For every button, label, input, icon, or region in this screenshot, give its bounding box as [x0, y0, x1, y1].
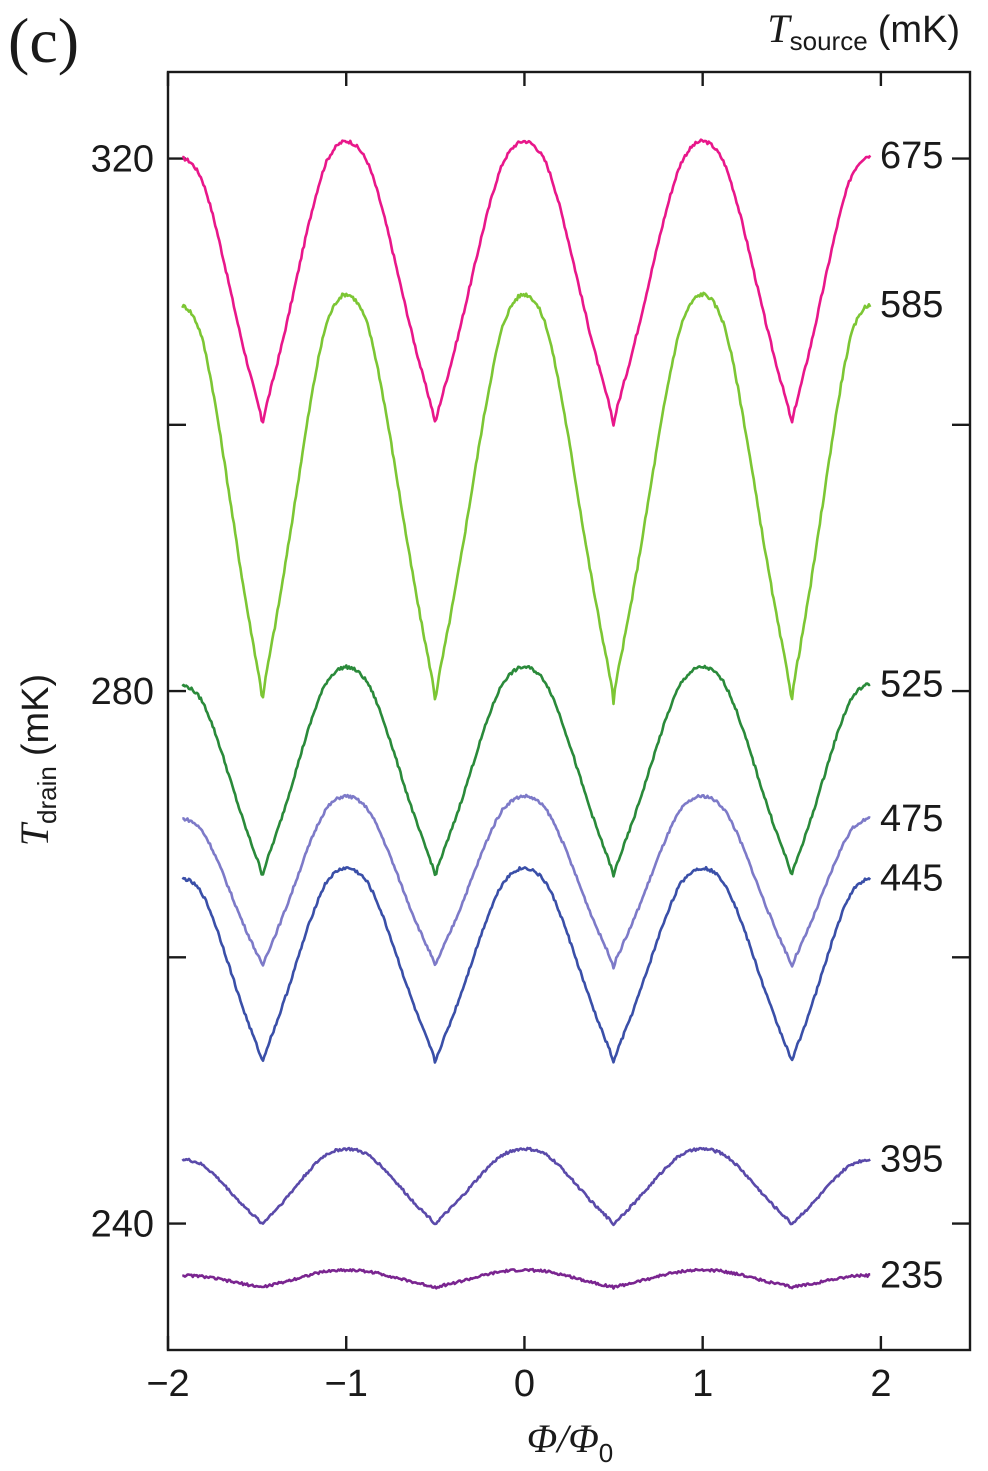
x-label-numerator: Φ: [527, 1416, 557, 1461]
x-tick-label: 1: [692, 1363, 713, 1405]
series-line-395: [181, 1146, 871, 1227]
series-label-445: 445: [880, 858, 943, 900]
series-line-235: [182, 1267, 871, 1290]
series-label-585: 585: [880, 284, 943, 326]
series-label-475: 475: [880, 798, 943, 840]
series-label-235: 235: [880, 1254, 943, 1296]
x-tick-label: −1: [325, 1363, 368, 1405]
plot-frame: [166, 70, 972, 1352]
y-label-sub: drain: [32, 766, 62, 824]
series-label-675: 675: [880, 135, 943, 177]
y-tick-label: 280: [91, 671, 154, 713]
right-title-symbol: T: [767, 6, 792, 51]
x-label-denominator-sub: 0: [599, 1438, 613, 1468]
x-tick-label: −2: [146, 1363, 189, 1405]
x-tick-label: 0: [514, 1363, 535, 1405]
right-title-unit: (mK): [878, 9, 960, 51]
series-line-525: [181, 664, 871, 878]
y-label-symbol: T: [12, 821, 57, 846]
series-line-675: [182, 138, 872, 427]
x-axis-label: Φ/Φ0: [527, 1416, 614, 1468]
x-tick-label: 2: [870, 1363, 891, 1405]
y-tick-label: 320: [91, 139, 154, 181]
panel-label: (c): [8, 5, 79, 76]
y-label-unit: (mK): [15, 674, 57, 756]
y-tick-label: 240: [91, 1204, 154, 1246]
series-line-445: [181, 865, 872, 1064]
series-label-395: 395: [880, 1139, 943, 1181]
x-label-slash: /: [555, 1416, 572, 1461]
series-line-585: [181, 291, 872, 706]
x-label-denominator: Φ: [568, 1416, 598, 1461]
y-axis-label: Tdrain (mK): [12, 674, 62, 846]
right-title-sub: source: [790, 26, 868, 56]
series-line-475: [182, 793, 871, 970]
series-label-525: 525: [880, 663, 943, 705]
right-axis-title: Tsource (mK): [767, 6, 960, 56]
